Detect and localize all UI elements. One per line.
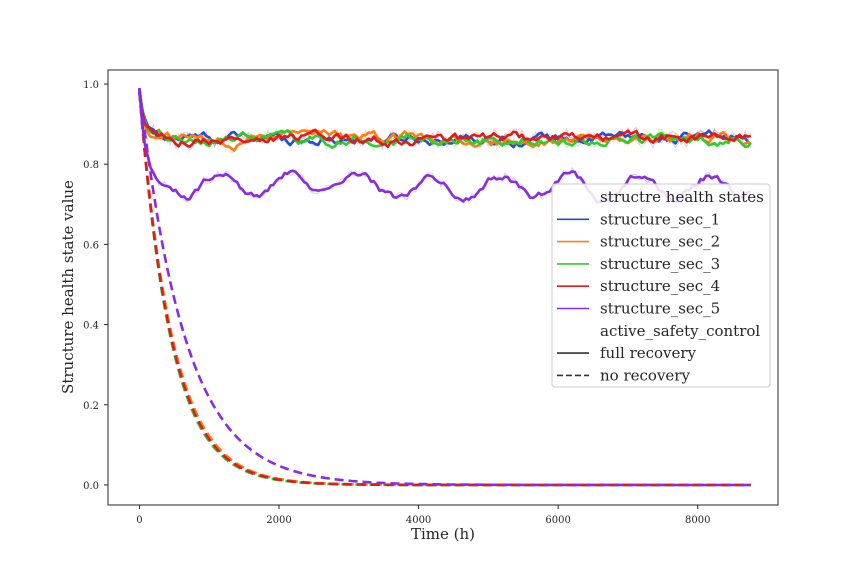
series-line-norec-structure_sec_4 [138, 91, 751, 487]
series-line-full-structure_sec_4 [138, 91, 752, 149]
series-line-norec-structure_sec_5 [138, 87, 751, 487]
legend-style-title: active_safety_control [600, 322, 760, 340]
y-tick-label: 0.4 [83, 321, 99, 332]
y-tick-label: 1.0 [83, 80, 99, 91]
x-ticks: 0 2000 4000 6000 8000 [136, 505, 710, 526]
x-tick-label: 4000 [406, 515, 431, 526]
x-tick-label: 8000 [685, 515, 710, 526]
legend-box [551, 183, 771, 388]
y-tick-label: 0.8 [83, 160, 99, 171]
legend-entry: structure_sec_1 [600, 210, 720, 228]
y-tick-label: 0.2 [83, 401, 99, 412]
series-lines [138, 87, 752, 487]
y-tick-label: 0.6 [83, 240, 99, 251]
legend-style-entry: full recovery [600, 344, 697, 362]
x-axis-label: Time (h) [411, 525, 475, 543]
legend-hue-title: structre health states [600, 188, 764, 206]
series-line-full-structure_sec_3 [138, 88, 752, 149]
legend-entry: structure_sec_4 [600, 277, 720, 295]
legend-entry: structure_sec_2 [600, 233, 720, 251]
legend: structre health states structure_sec_1str… [551, 183, 771, 388]
legend-entry: structure_sec_5 [600, 300, 720, 318]
y-axis-label: Structure health state value [59, 180, 77, 394]
y-tick-label: 0.0 [83, 481, 99, 492]
y-ticks: 0.0 0.2 0.4 0.6 0.8 1.0 [83, 80, 108, 492]
x-tick-label: 0 [136, 515, 142, 526]
legend-entry: structure_sec_3 [600, 255, 720, 273]
legend-style-entry: no recovery [600, 366, 690, 384]
x-tick-label: 2000 [266, 515, 291, 526]
series-line-full-structure_sec_5 [138, 90, 751, 204]
x-tick-label: 6000 [545, 515, 570, 526]
